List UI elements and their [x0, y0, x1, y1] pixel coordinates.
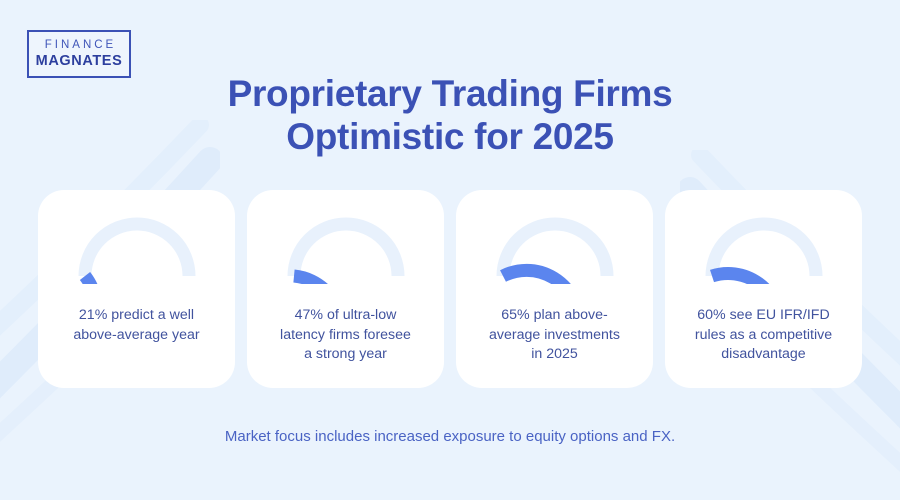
gauge-fill — [79, 272, 97, 284]
gauge-eu-ifr-ifd-disadvantage — [700, 212, 828, 284]
finance-magnates-logo: FINANCE MAGNATES — [27, 30, 131, 78]
stat-card: 47% of ultra-low latency firms foresee a… — [247, 190, 444, 388]
stat-card-label: 65% plan above- average investments in 2… — [489, 307, 620, 363]
page-title-line-2: Optimistic for 2025 — [286, 115, 614, 157]
stat-card: 65% plan above- average investments in 2… — [456, 190, 653, 388]
stat-card: 21% predict a well above-average year — [38, 190, 235, 388]
stat-card: 60% see EU IFR/IFD rules as a competitiv… — [665, 190, 862, 388]
logo-line-finance: FINANCE — [44, 38, 117, 51]
gauge-track — [496, 217, 613, 277]
gauge-fill — [292, 269, 328, 284]
gauge-above-average-investments — [491, 212, 619, 284]
page-title: Proprietary Trading Firms Optimistic for… — [0, 73, 900, 159]
gauge-fill — [499, 263, 571, 284]
stat-card-label: 21% predict a well above-average year — [73, 307, 200, 343]
gauge-track — [287, 217, 404, 277]
logo-line-magnates: MAGNATES — [35, 53, 123, 69]
gauge-fill — [709, 266, 769, 284]
gauge-track — [78, 217, 195, 277]
gauge-ultra-low-latency-strong-year — [282, 212, 410, 284]
footer-caption: Market focus includes increased exposure… — [224, 428, 676, 445]
stat-card-label: 60% see EU IFR/IFD rules as a competitiv… — [694, 307, 833, 363]
gauge-well-above-average-year — [73, 212, 201, 284]
stat-card-label: 47% of ultra-low latency firms foresee a… — [280, 307, 411, 363]
page-title-line-1: Proprietary Trading Firms — [227, 73, 673, 114]
gauge-track — [705, 217, 822, 277]
stat-card-row: 21% predict a well above-average year 47%… — [38, 190, 862, 388]
